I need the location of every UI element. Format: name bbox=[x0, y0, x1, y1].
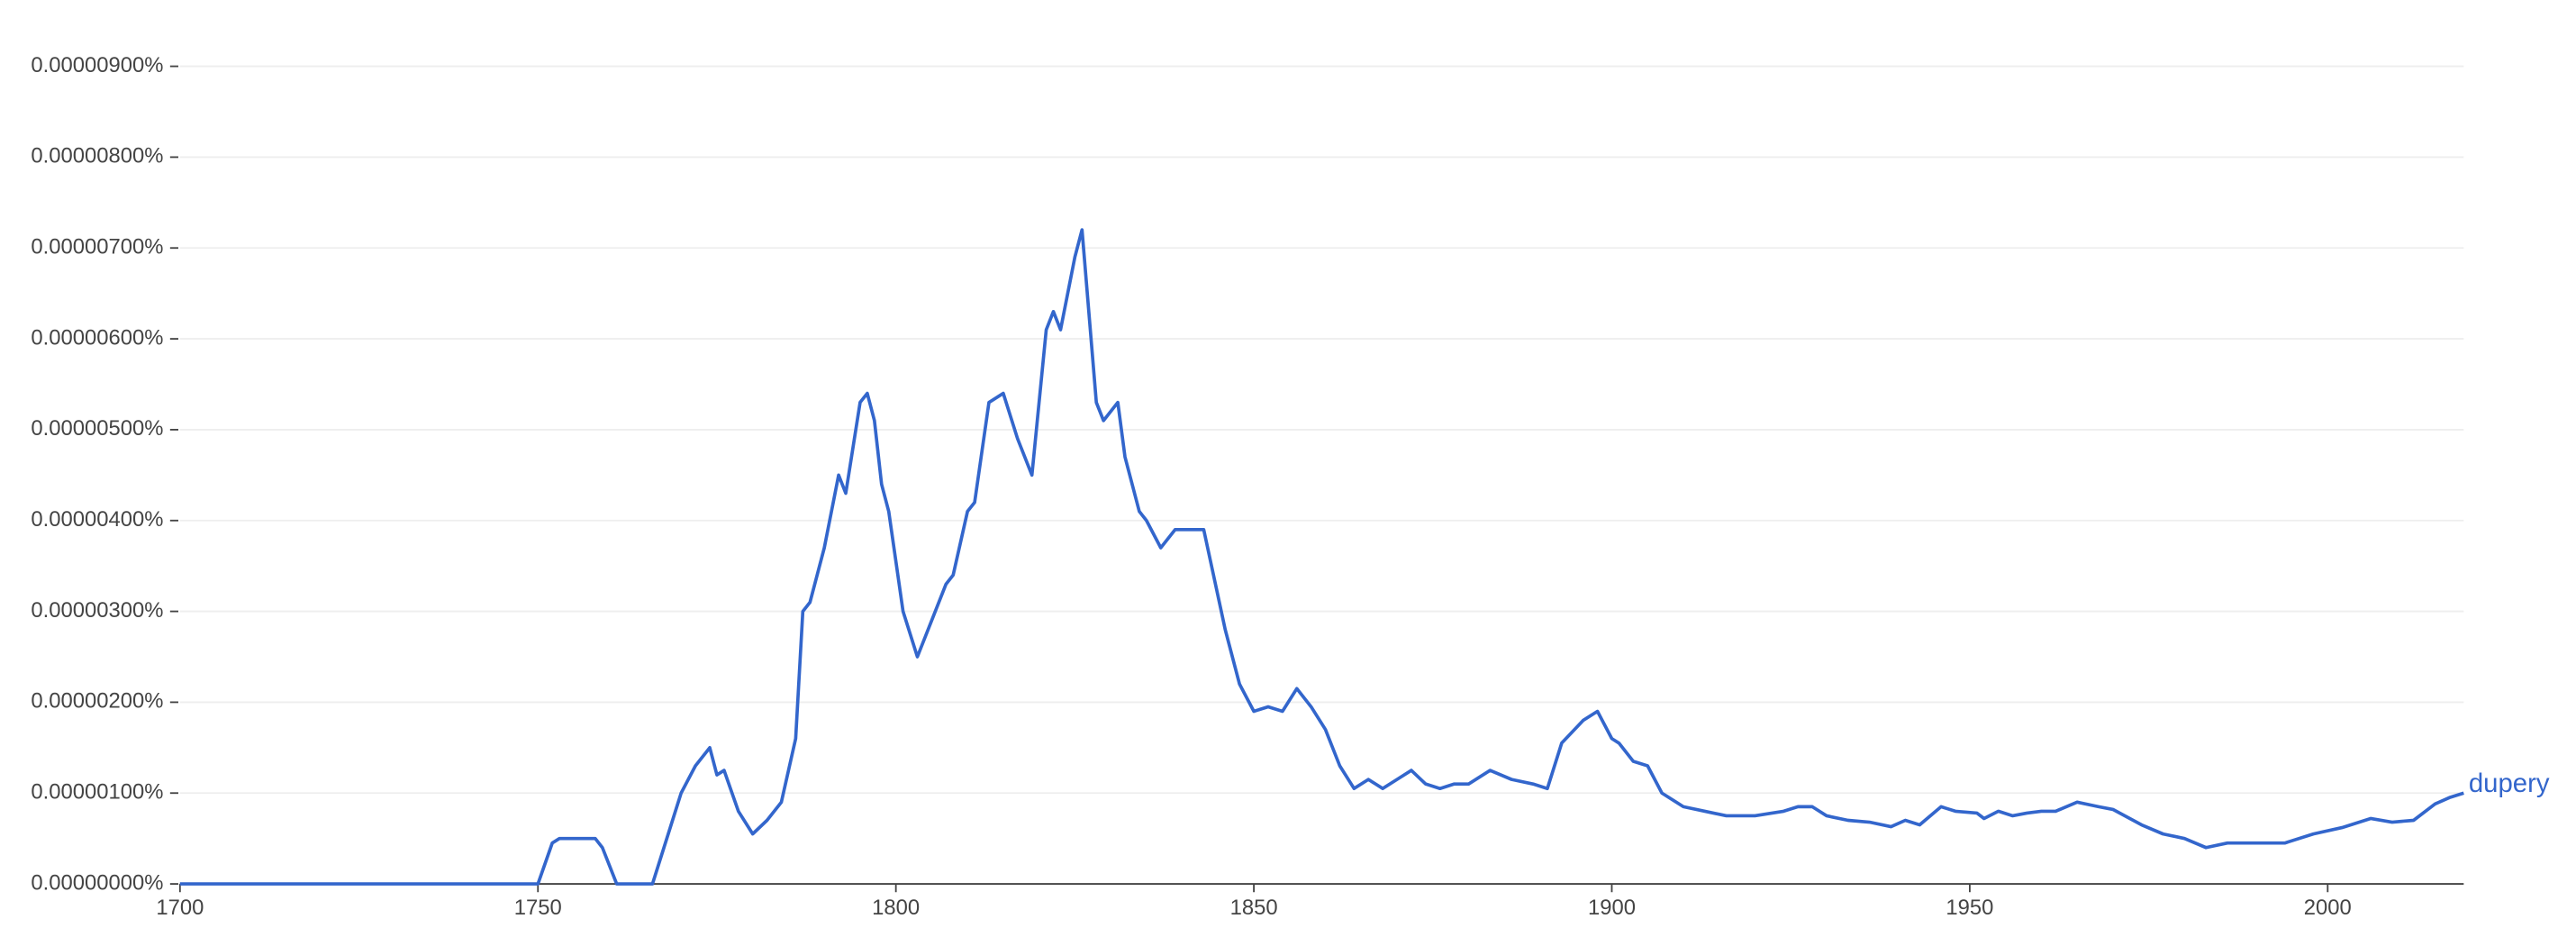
y-tick-label: 0.00000800% bbox=[31, 144, 163, 168]
x-tick-label: 1800 bbox=[872, 896, 920, 920]
x-tick-label: 1750 bbox=[514, 896, 562, 920]
y-tick-label: 0.00000500% bbox=[31, 416, 163, 441]
x-tick-label: 1850 bbox=[1230, 896, 1278, 920]
y-tick-label: 0.00000400% bbox=[31, 507, 163, 532]
x-tick-label: 1950 bbox=[1946, 896, 1993, 920]
x-tick-label: 1900 bbox=[1588, 896, 1636, 920]
series-label: dupery bbox=[2469, 769, 2550, 798]
y-tick-label: 0.00000000% bbox=[31, 870, 163, 895]
y-tick-label: 0.00000900% bbox=[31, 53, 163, 77]
y-tick-label: 0.00000700% bbox=[31, 235, 163, 259]
y-tick-label: 0.00000600% bbox=[31, 325, 163, 350]
y-tick-label: 0.00000200% bbox=[31, 689, 163, 714]
x-tick-label: 2000 bbox=[2304, 896, 2352, 920]
line bbox=[179, 228, 2464, 886]
x-tick-label: 1700 bbox=[156, 896, 204, 920]
y-tick-label: 0.00000300% bbox=[31, 598, 163, 623]
y-tick-label: 0.00000100% bbox=[31, 780, 163, 805]
